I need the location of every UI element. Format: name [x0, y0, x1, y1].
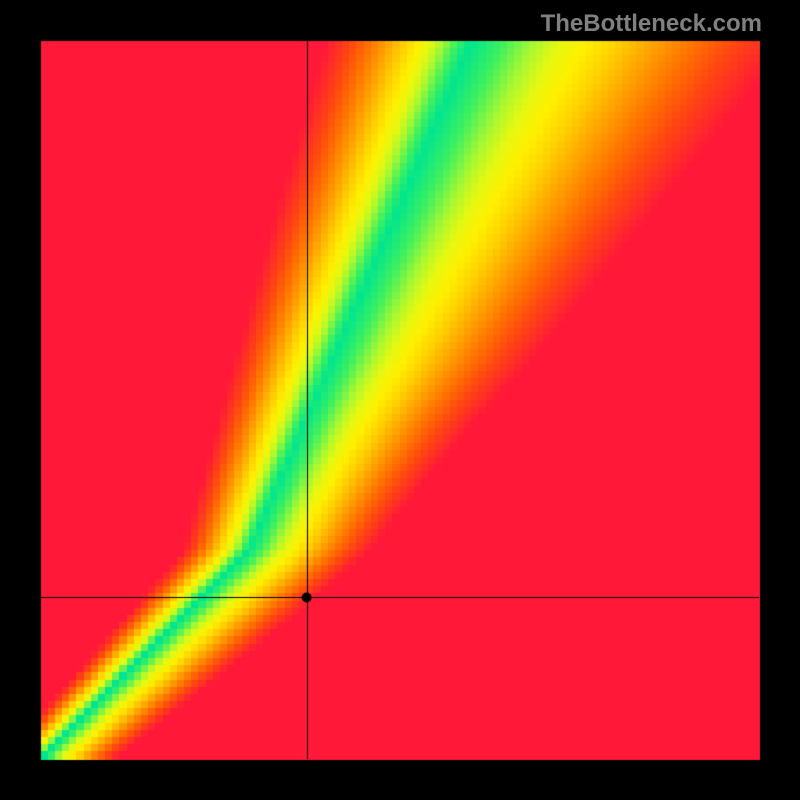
- watermark-text: TheBottleneck.com: [541, 10, 762, 38]
- heatmap-canvas: [0, 0, 800, 800]
